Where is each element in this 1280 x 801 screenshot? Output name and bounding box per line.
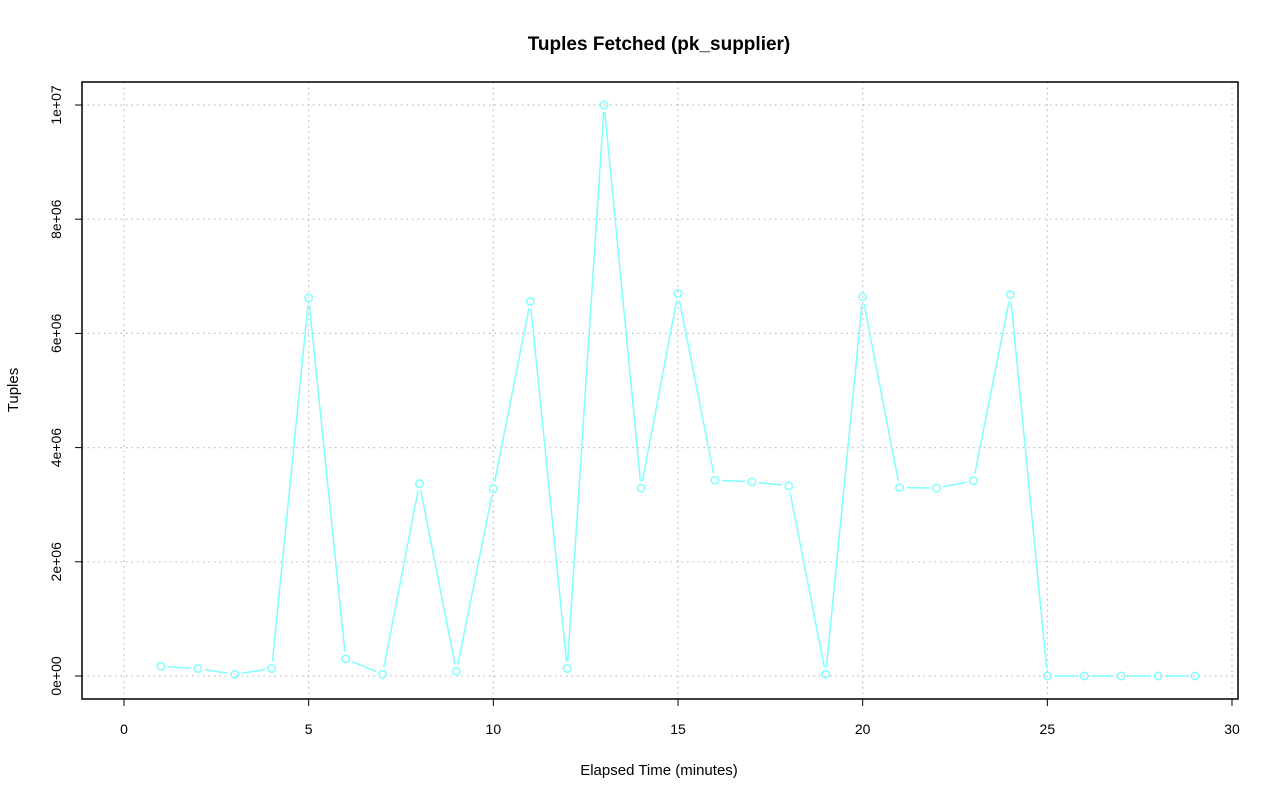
data-point (636, 483, 646, 493)
data-point (304, 293, 314, 303)
x-tick-label: 0 (120, 721, 128, 737)
plot-frame (81, 81, 1239, 700)
series-segment (758, 481, 782, 486)
series-segment (721, 479, 745, 483)
series-segment (241, 668, 265, 674)
series-segment (204, 668, 228, 674)
y-tick-label: 2e+06 (48, 542, 64, 582)
data-point (858, 292, 868, 302)
series-segment (167, 665, 191, 669)
x-tick-label: 5 (305, 721, 313, 737)
series (156, 100, 1200, 681)
series-segment (789, 492, 826, 668)
x-tick-label: 25 (1040, 721, 1056, 737)
data-point (193, 664, 203, 674)
series-segment (604, 111, 642, 482)
data-point (747, 477, 757, 487)
y-axis-label: Tuples (5, 368, 22, 412)
x-tick-label: 30 (1224, 721, 1240, 737)
series-segment (863, 303, 900, 481)
series-segment (271, 304, 309, 662)
data-point (1153, 671, 1163, 681)
series-segment (420, 490, 456, 665)
series-segment (493, 308, 530, 482)
data-point (230, 669, 240, 679)
x-tick-label: 20 (855, 721, 871, 737)
data-point (932, 483, 941, 493)
data-point (599, 100, 609, 110)
data-point (267, 664, 277, 674)
x-tick-label: 15 (670, 721, 686, 737)
series-segment (678, 300, 715, 474)
series-segment (825, 303, 863, 668)
data-point (451, 666, 461, 676)
data-point (710, 475, 720, 485)
y-tick-label: 0e+00 (48, 656, 64, 696)
y-tick-label: 1e+07 (48, 85, 64, 125)
data-point (525, 296, 535, 306)
data-point (1042, 671, 1052, 681)
x-axis-label: Elapsed Time (minutes) (580, 762, 738, 779)
grid (82, 82, 1238, 699)
series-segment (383, 490, 419, 668)
series-segment (943, 481, 967, 488)
series-segment (351, 660, 377, 673)
data-point (969, 476, 978, 486)
data-point (341, 654, 351, 664)
chart-title: Tuples Fetched (pk_supplier) (528, 34, 791, 55)
y-tick-label: 8e+06 (48, 199, 64, 239)
data-point (562, 664, 572, 674)
y-axis: 0e+00 2e+06 4e+06 6e+06 8e+06 1e+07 (48, 85, 82, 696)
x-axis: 0 5 10 15 20 25 30 (120, 699, 1240, 737)
data-point (488, 484, 498, 494)
series-segment (457, 495, 493, 665)
data-point (1116, 671, 1126, 681)
series-segment (566, 111, 605, 662)
data-point (415, 479, 424, 489)
data-point (784, 481, 794, 491)
data-point (821, 669, 831, 679)
data-point (156, 661, 166, 671)
data-point (1190, 671, 1200, 681)
series-segment (308, 304, 346, 652)
data-point (673, 288, 683, 298)
data-point (895, 483, 905, 493)
series-segment (530, 308, 568, 662)
y-tick-label: 4e+06 (48, 428, 64, 468)
x-tick-label: 10 (486, 721, 502, 737)
data-point (378, 669, 387, 679)
data-point (1079, 671, 1089, 681)
series-segment (974, 301, 1010, 474)
series-segment (1010, 301, 1048, 670)
data-point (1005, 290, 1015, 300)
y-tick-label: 6e+06 (48, 314, 64, 354)
series-segment (641, 300, 678, 482)
